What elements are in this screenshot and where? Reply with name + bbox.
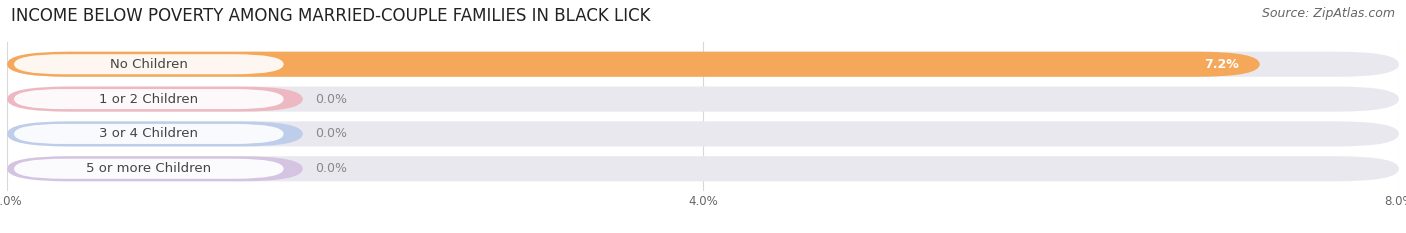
FancyBboxPatch shape [7,52,1399,77]
FancyBboxPatch shape [7,52,1260,77]
FancyBboxPatch shape [7,156,1399,181]
Text: 0.0%: 0.0% [315,127,347,140]
Text: No Children: No Children [110,58,188,71]
Text: 5 or more Children: 5 or more Children [86,162,211,175]
Text: Source: ZipAtlas.com: Source: ZipAtlas.com [1261,7,1395,20]
FancyBboxPatch shape [14,124,284,144]
Text: 3 or 4 Children: 3 or 4 Children [100,127,198,140]
Text: 7.2%: 7.2% [1204,58,1239,71]
FancyBboxPatch shape [7,156,302,181]
Text: 0.0%: 0.0% [315,162,347,175]
FancyBboxPatch shape [7,86,302,112]
FancyBboxPatch shape [7,121,302,147]
Text: INCOME BELOW POVERTY AMONG MARRIED-COUPLE FAMILIES IN BLACK LICK: INCOME BELOW POVERTY AMONG MARRIED-COUPL… [11,7,651,25]
FancyBboxPatch shape [14,54,284,74]
FancyBboxPatch shape [14,89,284,109]
FancyBboxPatch shape [14,159,284,179]
Text: 1 or 2 Children: 1 or 2 Children [100,93,198,106]
FancyBboxPatch shape [7,121,1399,147]
Text: 0.0%: 0.0% [315,93,347,106]
FancyBboxPatch shape [7,86,1399,112]
